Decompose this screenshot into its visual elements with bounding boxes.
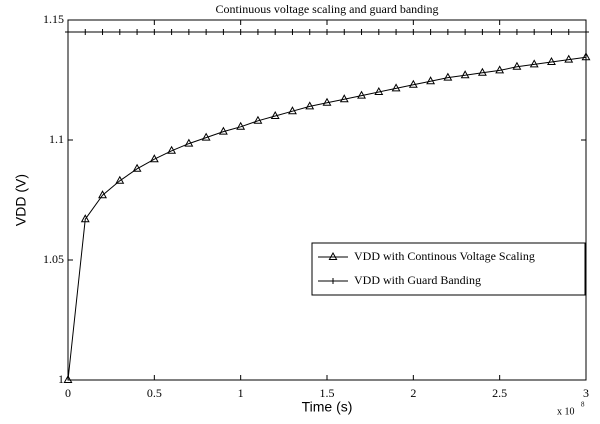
marker-plus (151, 29, 158, 35)
marker-plus (289, 29, 296, 35)
marker-triangle (80, 214, 90, 223)
y-tick-label: 1.1 (49, 132, 64, 146)
marker-plus (513, 29, 520, 35)
series-line (67, 56, 587, 381)
y-tick-label: 1 (58, 372, 64, 386)
marker-plus (548, 29, 555, 35)
marker-triangle (512, 61, 522, 70)
marker-plus (410, 29, 417, 35)
marker-triangle (167, 145, 177, 154)
marker-triangle (495, 65, 505, 74)
x-tick-label: 2 (410, 386, 416, 400)
marker-plus (496, 29, 503, 35)
chart-title: Continuous voltage scaling and guard ban… (216, 2, 439, 16)
marker-triangle (460, 70, 470, 79)
marker-triangle (357, 90, 366, 99)
x-tick-label: 0 (65, 386, 71, 400)
legend-label: VDD with Continous Voltage Scaling (354, 249, 535, 263)
marker-plus (203, 29, 210, 35)
y-tick-label: 1.05 (43, 252, 64, 266)
marker-plus (358, 29, 365, 35)
marker-plus (427, 29, 434, 35)
marker-triangle (426, 76, 436, 85)
marker-triangle (408, 79, 418, 88)
marker-plus (462, 29, 469, 35)
marker-triangle (547, 56, 556, 65)
marker-triangle (63, 374, 73, 383)
marker-triangle (98, 190, 107, 199)
marker-triangle (253, 115, 263, 124)
marker-triangle (339, 94, 349, 103)
legend-marker (328, 251, 338, 260)
marker-triangle (218, 126, 228, 135)
marker-plus (99, 29, 106, 35)
marker-triangle (374, 86, 384, 95)
marker-triangle (305, 101, 315, 110)
marker-plus (272, 29, 279, 35)
legend-label: VDD with Guard Banding (354, 273, 481, 287)
marker-plus (82, 29, 89, 35)
marker-plus (220, 29, 227, 35)
marker-triangle (581, 52, 591, 61)
marker-plus (444, 29, 451, 35)
marker-plus (479, 29, 486, 35)
marker-plus (583, 29, 589, 35)
marker-plus (134, 29, 141, 35)
marker-triangle (529, 59, 539, 68)
marker-plus (375, 29, 382, 35)
legend-marker (330, 278, 336, 284)
marker-triangle (149, 154, 159, 163)
marker-triangle (477, 67, 487, 76)
x-axis-label: Time (s) (302, 399, 353, 415)
marker-triangle (270, 110, 280, 119)
marker-plus (565, 29, 572, 35)
x-tick-label: 2.5 (492, 386, 507, 400)
marker-triangle (201, 132, 211, 141)
marker-triangle (115, 175, 125, 184)
marker-triangle (322, 97, 332, 106)
marker-plus (116, 29, 123, 35)
x-tick-label: 3 (583, 386, 589, 400)
x-multiplier: x 10 (557, 406, 575, 417)
marker-triangle (564, 54, 574, 63)
marker-plus (531, 29, 538, 35)
marker-triangle (236, 121, 246, 130)
marker-plus (393, 29, 400, 35)
marker-plus (185, 29, 192, 35)
marker-plus (341, 29, 348, 35)
legend-box (311, 242, 586, 296)
marker-plus (324, 29, 330, 35)
marker-plus (168, 29, 175, 35)
y-tick-label: 1.15 (43, 12, 64, 26)
marker-triangle (184, 138, 194, 147)
marker-plus (237, 29, 244, 35)
marker-triangle (132, 163, 142, 172)
marker-triangle (288, 106, 297, 115)
x-tick-label: 1.5 (320, 386, 335, 400)
x-tick-label: 1 (238, 386, 244, 400)
marker-triangle (443, 72, 453, 81)
marker-plus (254, 29, 261, 35)
marker-plus (65, 29, 71, 35)
marker-triangle (391, 83, 401, 92)
x-multiplier-exponent: 8 (581, 401, 585, 409)
x-tick-label: 0.5 (147, 386, 162, 400)
y-axis-label: VDD (V) (13, 174, 29, 226)
marker-plus (306, 29, 313, 35)
